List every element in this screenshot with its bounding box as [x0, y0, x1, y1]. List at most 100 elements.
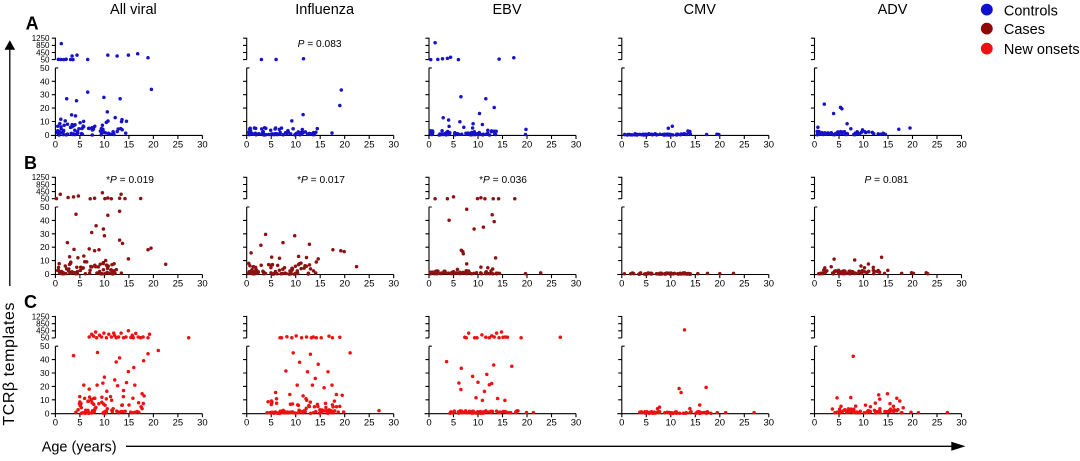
- svg-text:15: 15: [883, 279, 894, 290]
- svg-text:5: 5: [77, 279, 82, 290]
- svg-text:10: 10: [40, 117, 50, 127]
- svg-text:50: 50: [41, 195, 50, 204]
- svg-text:5: 5: [836, 418, 841, 429]
- svg-text:B: B: [24, 153, 37, 173]
- svg-text:50: 50: [40, 341, 50, 351]
- svg-text:15: 15: [124, 418, 135, 429]
- svg-text:20: 20: [907, 279, 918, 290]
- svg-text:450: 450: [36, 48, 50, 57]
- svg-text:0: 0: [45, 269, 50, 279]
- svg-text:20: 20: [907, 139, 918, 150]
- svg-text:15: 15: [883, 139, 894, 150]
- svg-text:Cases: Cases: [1004, 22, 1045, 38]
- svg-text:850: 850: [36, 180, 50, 189]
- svg-text:30: 30: [956, 418, 967, 429]
- svg-text:A: A: [26, 14, 39, 34]
- svg-text:20: 20: [40, 381, 50, 391]
- svg-text:0: 0: [244, 139, 249, 150]
- svg-text:P = 0.081: P = 0.081: [865, 175, 909, 186]
- svg-text:30: 30: [197, 418, 208, 429]
- svg-text:25: 25: [364, 418, 375, 429]
- svg-text:10: 10: [290, 139, 301, 150]
- svg-text:40: 40: [40, 215, 50, 225]
- svg-text:0: 0: [426, 279, 431, 290]
- svg-text:20: 20: [522, 139, 533, 150]
- svg-text:30: 30: [571, 139, 582, 150]
- svg-text:25: 25: [932, 279, 943, 290]
- svg-text:30: 30: [40, 90, 50, 100]
- svg-text:15: 15: [497, 139, 508, 150]
- svg-text:10: 10: [858, 279, 869, 290]
- svg-text:25: 25: [364, 139, 375, 150]
- svg-text:25: 25: [932, 418, 943, 429]
- svg-text:15: 15: [315, 139, 326, 150]
- svg-text:5: 5: [269, 139, 274, 150]
- svg-text:All viral: All viral: [110, 2, 157, 18]
- svg-text:25: 25: [739, 279, 750, 290]
- svg-text:25: 25: [739, 139, 750, 150]
- svg-text:30: 30: [571, 279, 582, 290]
- svg-text:5: 5: [77, 418, 82, 429]
- svg-text:5: 5: [77, 139, 82, 150]
- svg-text:20: 20: [148, 418, 159, 429]
- svg-text:5: 5: [451, 139, 456, 150]
- svg-text:Age (years): Age (years): [42, 440, 117, 456]
- svg-text:0: 0: [45, 408, 50, 418]
- svg-text:25: 25: [173, 279, 184, 290]
- svg-text:25: 25: [739, 418, 750, 429]
- svg-text:5: 5: [269, 418, 274, 429]
- svg-text:10: 10: [473, 418, 484, 429]
- svg-text:30: 30: [197, 139, 208, 150]
- svg-text:450: 450: [36, 327, 50, 336]
- svg-text:15: 15: [497, 418, 508, 429]
- svg-text:25: 25: [173, 139, 184, 150]
- svg-text:ADV: ADV: [878, 2, 908, 18]
- svg-text:0: 0: [244, 279, 249, 290]
- svg-text:0: 0: [812, 279, 817, 290]
- svg-text:20: 20: [148, 139, 159, 150]
- svg-text:5: 5: [269, 279, 274, 290]
- svg-text:New onsets: New onsets: [1004, 42, 1080, 58]
- svg-text:15: 15: [690, 279, 701, 290]
- svg-text:15: 15: [883, 418, 894, 429]
- svg-text:20: 20: [339, 139, 350, 150]
- svg-text:25: 25: [364, 279, 375, 290]
- svg-text:Controls: Controls: [1004, 4, 1058, 20]
- svg-text:850: 850: [36, 41, 50, 50]
- svg-text:0: 0: [426, 139, 431, 150]
- svg-text:15: 15: [690, 139, 701, 150]
- svg-text:TCRβ templates: TCRβ templates: [1, 302, 18, 426]
- svg-text:10: 10: [99, 139, 110, 150]
- svg-text:5: 5: [451, 418, 456, 429]
- svg-text:30: 30: [956, 139, 967, 150]
- svg-text:10: 10: [40, 395, 50, 405]
- svg-text:0: 0: [619, 139, 624, 150]
- svg-text:1250: 1250: [32, 173, 50, 182]
- svg-text:25: 25: [546, 139, 557, 150]
- svg-text:*P = 0.017: *P = 0.017: [297, 175, 345, 186]
- svg-text:20: 20: [339, 279, 350, 290]
- svg-text:5: 5: [451, 279, 456, 290]
- svg-text:10: 10: [290, 418, 301, 429]
- svg-text:*P = 0.019: *P = 0.019: [106, 175, 154, 186]
- svg-text:EBV: EBV: [492, 2, 521, 18]
- svg-text:25: 25: [546, 279, 557, 290]
- svg-text:25: 25: [546, 418, 557, 429]
- svg-text:30: 30: [40, 368, 50, 378]
- svg-text:50: 50: [41, 334, 50, 343]
- svg-text:40: 40: [40, 76, 50, 86]
- svg-text:10: 10: [99, 418, 110, 429]
- svg-text:0: 0: [812, 418, 817, 429]
- svg-text:10: 10: [858, 139, 869, 150]
- svg-text:20: 20: [715, 279, 726, 290]
- svg-text:25: 25: [932, 139, 943, 150]
- svg-text:0: 0: [53, 418, 58, 429]
- svg-text:0: 0: [426, 418, 431, 429]
- svg-text:0: 0: [45, 130, 50, 140]
- svg-text:30: 30: [197, 279, 208, 290]
- svg-text:20: 20: [40, 242, 50, 252]
- svg-text:5: 5: [836, 279, 841, 290]
- svg-text:10: 10: [666, 418, 677, 429]
- svg-text:5: 5: [644, 418, 649, 429]
- svg-text:50: 50: [40, 63, 50, 73]
